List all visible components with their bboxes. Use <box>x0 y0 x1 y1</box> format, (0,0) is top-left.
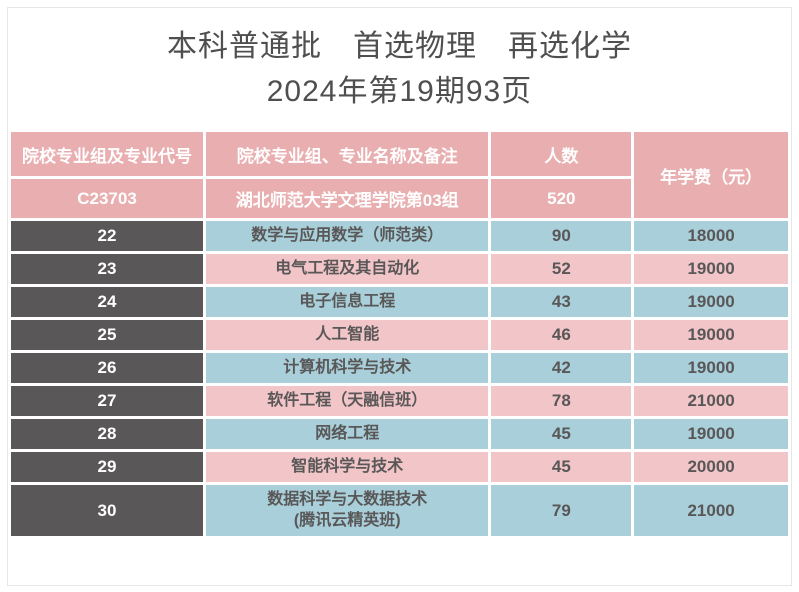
col-header-fee: 年学费（元） <box>631 129 791 221</box>
group-name-cell: 湖北师范大学文理学院第03组 <box>202 176 492 221</box>
count-cell: 45 <box>488 449 635 485</box>
col-header-group-code: 院校专业组及专业代号 <box>8 129 206 179</box>
major-name-cell: 电子信息工程 <box>202 284 492 320</box>
fee-cell: 20000 <box>631 449 791 485</box>
fee-cell: 18000 <box>631 218 791 254</box>
count-cell: 52 <box>488 251 635 287</box>
table-row: 27 软件工程（天融信班） 78 21000 <box>8 383 791 419</box>
major-code-cell: 28 <box>8 416 206 452</box>
fee-cell: 19000 <box>631 317 791 353</box>
table-row: 22 数学与应用数学（师范类） 90 18000 <box>8 218 791 254</box>
count-cell: 42 <box>488 350 635 386</box>
page-title-line2: 2024年第19期93页 <box>266 74 533 108</box>
count-cell: 79 <box>488 482 635 539</box>
major-code-cell: 23 <box>8 251 206 287</box>
fee-cell: 19000 <box>631 350 791 386</box>
major-code-cell: 24 <box>8 284 206 320</box>
admission-table: 院校专业组及专业代号 院校专业组、专业名称及备注 人数 年学费（元） C2370… <box>8 129 791 539</box>
page-title-line1: 本科普通批 首选物理 再选化学 <box>167 29 632 63</box>
table-row: 28 网络工程 45 19000 <box>8 416 791 452</box>
title-block: 本科普通批 首选物理 再选化学 2024年第19期93页 <box>8 8 791 129</box>
major-code-cell: 27 <box>8 383 206 419</box>
major-name-cell: 网络工程 <box>202 416 492 452</box>
major-code-cell: 22 <box>8 218 206 254</box>
count-cell: 78 <box>488 383 635 419</box>
major-name-cell: 计算机科学与技术 <box>202 350 492 386</box>
major-name-cell: 软件工程（天融信班） <box>202 383 492 419</box>
table-row: 26 计算机科学与技术 42 19000 <box>8 350 791 386</box>
group-count-cell: 520 <box>488 176 635 221</box>
major-name-cell: 人工智能 <box>202 317 492 353</box>
major-name-cell: 电气工程及其自动化 <box>202 251 492 287</box>
major-name-cell: 智能科学与技术 <box>202 449 492 485</box>
table-row: 25 人工智能 46 19000 <box>8 317 791 353</box>
major-name-cell: 数学与应用数学（师范类） <box>202 218 492 254</box>
table-row: 29 智能科学与技术 45 20000 <box>8 449 791 485</box>
table-row: 24 电子信息工程 43 19000 <box>8 284 791 320</box>
table-row: 30 数据科学与大数据技术 (腾讯云精英班) 79 21000 <box>8 482 791 539</box>
col-header-major-name: 院校专业组、专业名称及备注 <box>202 129 492 179</box>
major-code-cell: 30 <box>8 482 206 539</box>
major-code-cell: 26 <box>8 350 206 386</box>
group-code-cell: C23703 <box>8 176 206 221</box>
fee-cell: 19000 <box>631 251 791 287</box>
count-cell: 46 <box>488 317 635 353</box>
major-code-cell: 29 <box>8 449 206 485</box>
fee-cell: 21000 <box>631 383 791 419</box>
count-cell: 90 <box>488 218 635 254</box>
table-row: 23 电气工程及其自动化 52 19000 <box>8 251 791 287</box>
fee-cell: 21000 <box>631 482 791 539</box>
fee-cell: 19000 <box>631 284 791 320</box>
major-name-cell: 数据科学与大数据技术 (腾讯云精英班) <box>202 482 492 539</box>
count-cell: 45 <box>488 416 635 452</box>
count-cell: 43 <box>488 284 635 320</box>
major-code-cell: 25 <box>8 317 206 353</box>
header-row: 院校专业组及专业代号 院校专业组、专业名称及备注 人数 年学费（元） <box>8 129 791 221</box>
fee-cell: 19000 <box>631 416 791 452</box>
group-row: C23703 湖北师范大学文理学院第03组 520 <box>8 176 790 221</box>
col-header-count: 人数 <box>488 129 635 179</box>
page-frame: 本科普通批 首选物理 再选化学 2024年第19期93页 院校专业组及专业代号 … <box>7 7 792 586</box>
